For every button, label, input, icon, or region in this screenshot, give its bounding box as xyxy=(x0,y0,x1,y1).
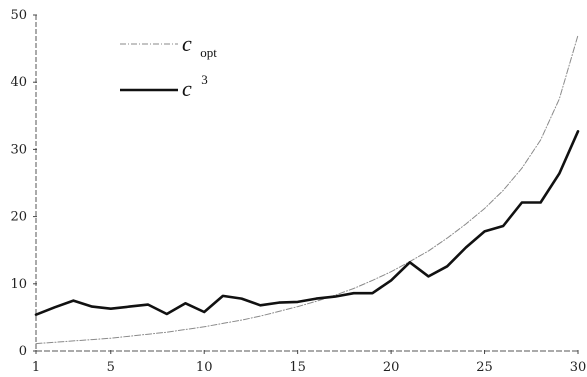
legend: c opt c 3 xyxy=(120,31,217,101)
y-tick-label: 20 xyxy=(10,210,27,225)
legend-label-c3: c xyxy=(182,76,192,101)
legend-superscript-c3: 3 xyxy=(201,72,208,87)
y-tick-label: 30 xyxy=(10,142,27,157)
x-tick-label: 10 xyxy=(196,360,213,375)
y-tick-label: 40 xyxy=(10,75,27,90)
x-tick-label: 25 xyxy=(476,360,493,375)
x-tick-label: 20 xyxy=(383,360,400,375)
series-line-c-opt xyxy=(35,34,579,345)
series-line-c3 xyxy=(34,130,580,317)
svg-text:c opt: c opt xyxy=(182,31,217,60)
y-tick-label: 10 xyxy=(10,277,27,292)
legend-label-c-opt: c xyxy=(182,31,192,56)
svg-text:c 3: c 3 xyxy=(182,72,208,101)
legend-item-c3: c 3 xyxy=(120,72,208,101)
x-tick-label: 15 xyxy=(289,360,306,375)
legend-item-c-opt: c opt xyxy=(120,31,217,60)
y-tick-label: 0 xyxy=(19,344,27,359)
series-layer xyxy=(34,34,580,345)
x-tick-label: 5 xyxy=(107,360,115,375)
legend-subscript-c-opt: opt xyxy=(200,45,217,60)
series-points xyxy=(35,35,579,344)
x-tick-label: 30 xyxy=(570,360,587,375)
axes xyxy=(33,14,579,354)
series-points xyxy=(35,131,579,315)
x-tick-label: 1 xyxy=(32,360,40,375)
y-tick-label: 50 xyxy=(10,8,27,23)
